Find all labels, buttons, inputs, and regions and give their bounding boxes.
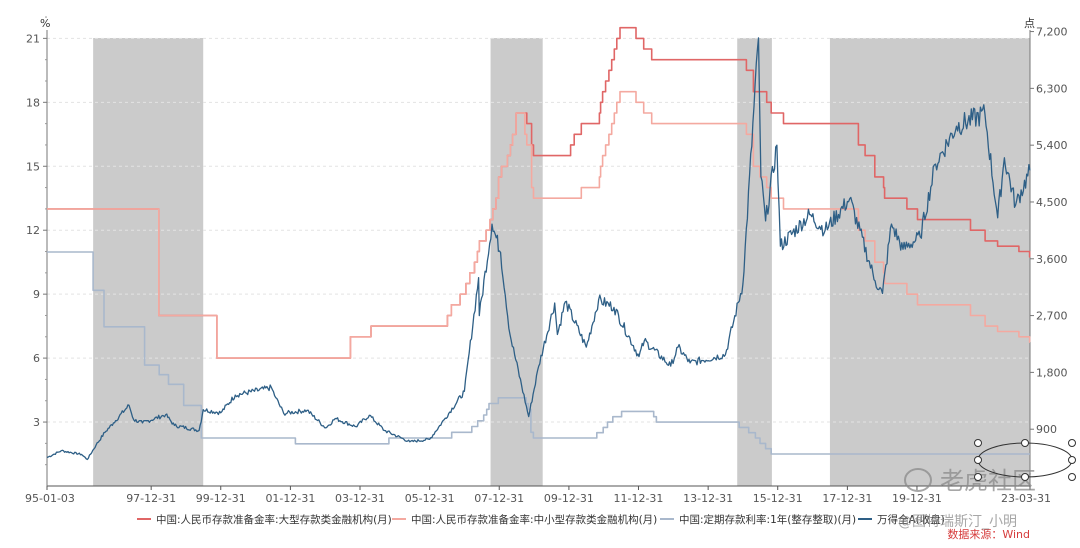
x-tick-label-6: 07-12-31 (474, 492, 524, 505)
x-tick-label-13: 23-03-31 (1001, 492, 1051, 505)
right-tick-label-5: 5,400 (1036, 139, 1068, 152)
legend-label-2: 中国:定期存款利率:1年(整存整取)(月) (679, 513, 856, 526)
right-tick-label-6: 6,300 (1036, 82, 1068, 95)
data-source: 数据来源：Wind (947, 527, 1030, 541)
shaded-periods (93, 38, 1030, 486)
left-tick-label-6: 21 (26, 32, 40, 45)
left-tick-label-0: 3 (33, 416, 40, 429)
right-tick-label-2: 2,700 (1036, 310, 1068, 323)
legend: 中国:人民币存款准备金率:大型存款类金融机构(月) 中国:人民币存款准备金率:中小… (137, 513, 945, 526)
legend-label-3: 万得全A(收盘) (877, 513, 945, 526)
x-tick-label-2: 99-12-31 (196, 492, 246, 505)
right-tick-label-3: 3,600 (1036, 253, 1068, 266)
right-tick-label-7: 7,200 (1036, 26, 1068, 39)
left-tick-label-4: 15 (26, 160, 40, 173)
watermark: 老虎社区 @图特瑞斯汀_小明 (898, 467, 1036, 530)
right-axis-ticks: 900 1,800 2,700 3,600 4,500 5,400 6,300 7,200 (1030, 26, 1068, 436)
right-tick-label-1: 1,800 (1036, 366, 1068, 379)
corner-widget-icon (974, 439, 1076, 481)
right-tick-label-0: 900 (1036, 423, 1057, 436)
x-tick-label-8: 11-12-31 (614, 492, 664, 505)
x-tick-label-11: 17-12-31 (822, 492, 872, 505)
legend-label-0: 中国:人民币存款准备金率:大型存款类金融机构(月) (156, 513, 392, 526)
series-line-1 (47, 90, 1031, 359)
x-tick-label-5: 05-12-31 (405, 492, 455, 505)
left-axis-unit: % (40, 17, 50, 30)
legend-label-1: 中国:人民币存款准备金率:中小型存款类金融机构(月) (411, 513, 657, 526)
x-tick-label-12: 19-12-31 (892, 492, 942, 505)
left-axis-ticks: 3 6 9 12 15 18 21 (26, 16, 47, 466)
x-tick-label-4: 03-12-31 (335, 492, 385, 505)
shaded-period-2 (737, 38, 772, 486)
shaded-period-0 (93, 38, 204, 486)
axes: % 点 (40, 17, 1035, 487)
left-tick-label-2: 9 (33, 288, 40, 301)
series-line-3 (46, 37, 1031, 461)
left-tick-label-5: 18 (26, 96, 40, 109)
watermark-handle: @图特瑞斯汀_小明 (898, 514, 1017, 530)
x-tick-label-9: 13-12-31 (683, 492, 733, 505)
left-tick-label-1: 6 (33, 352, 40, 365)
right-tick-label-4: 4,500 (1036, 196, 1068, 209)
x-tick-label-3: 01-12-31 (265, 492, 315, 505)
grid-lines (47, 37, 1030, 423)
watermark-logo-icon (904, 468, 932, 492)
right-axis-unit: 点 (1024, 17, 1035, 30)
x-tick-label-10: 15-12-31 (753, 492, 803, 505)
watermark-brand: 老虎社区 (940, 467, 1036, 495)
series-lines (46, 26, 1031, 461)
shaded-period-3 (829, 38, 1030, 486)
x-tick-label-0: 95-01-03 (25, 492, 75, 505)
shaded-period-1 (490, 38, 543, 486)
series-line-2 (47, 251, 1030, 455)
x-tick-label-1: 97-12-31 (126, 492, 176, 505)
left-tick-label-3: 12 (26, 224, 40, 237)
x-tick-label-7: 09-12-31 (544, 492, 594, 505)
x-axis-ticks: 95-01-03 97-12-31 99-12-31 01-12-31 03-12-31… (25, 486, 1051, 505)
